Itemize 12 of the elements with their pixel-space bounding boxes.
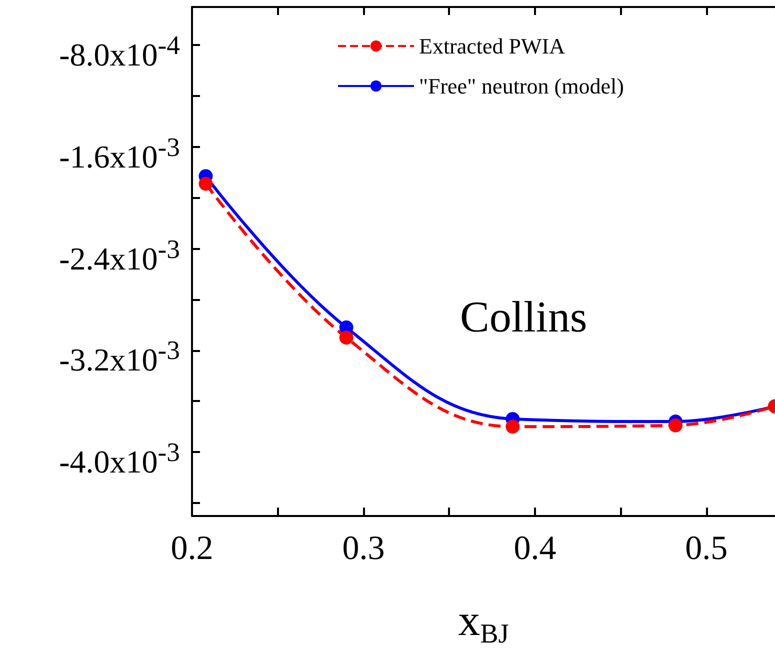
y-tick-label: -1.6x10$^{-3}$ — [59, 130, 180, 175]
y-tick-label: -2.4x10$^{-3}$ — [59, 232, 180, 276]
legend-label: Extracted PWIA — [419, 34, 566, 58]
y-tick-label: -8.0x10$^{-4}$ — [59, 29, 180, 73]
annotation: Collins — [460, 292, 588, 342]
legend-label: "Free" neutron (model) — [419, 74, 624, 98]
x-tick-label: 0.4 — [514, 530, 556, 568]
y-tick-label: -4.0x10$^{-3}$ — [59, 436, 180, 480]
x-tick-label: 0.5 — [685, 530, 728, 568]
y-tick-label: -3.2x10$^{-3}$ — [59, 334, 180, 378]
x-tick-label: 0.3 — [342, 530, 385, 568]
x-tick-label: 0.2 — [170, 530, 214, 568]
